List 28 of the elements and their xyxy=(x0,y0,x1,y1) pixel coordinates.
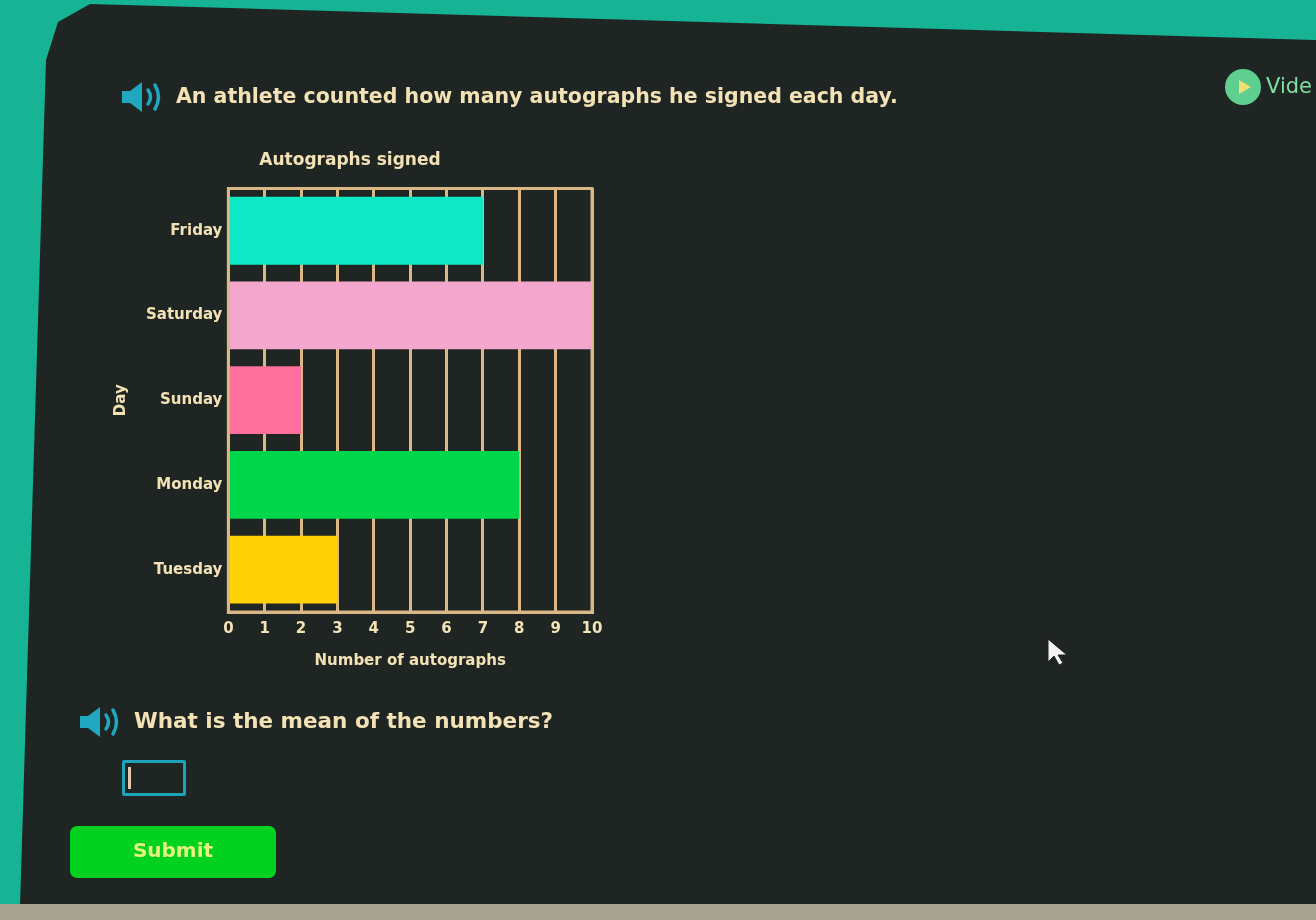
y-tick-label: Monday xyxy=(156,474,223,493)
x-tick-label: 7 xyxy=(477,618,489,637)
bar xyxy=(229,451,520,519)
x-tick-label: 4 xyxy=(368,618,380,637)
x-tick-label: 9 xyxy=(550,618,561,637)
y-tick-label: Friday xyxy=(170,220,223,239)
bar xyxy=(229,366,302,435)
x-tick-label: 6 xyxy=(441,618,452,637)
bar xyxy=(229,196,483,265)
x-tick-label: 3 xyxy=(332,618,343,637)
chart-title: Autographs signed xyxy=(259,148,441,169)
x-tick-label: 0 xyxy=(223,618,234,637)
text: What is the mean of the numbers? xyxy=(134,708,553,734)
y-tick-label: Tuesday xyxy=(153,559,223,578)
x-axis-title: Number of autographs xyxy=(314,650,506,669)
x-tick-label: 1 xyxy=(259,618,270,637)
text: An athlete counted how many autographs he signed each day. xyxy=(176,84,898,109)
y-tick-label: Saturday xyxy=(145,305,223,324)
x-tick-label: 10 xyxy=(581,618,603,637)
x-tick-label: 8 xyxy=(514,618,525,637)
text: Vide xyxy=(1266,74,1312,100)
x-tick-label: 2 xyxy=(295,618,307,637)
y-axis-title: Day xyxy=(110,384,129,417)
bar xyxy=(229,535,338,604)
x-tick-label: 5 xyxy=(404,618,416,637)
text: Submit xyxy=(131,838,215,862)
bar xyxy=(229,281,592,350)
y-tick-label: Sunday xyxy=(160,390,223,409)
